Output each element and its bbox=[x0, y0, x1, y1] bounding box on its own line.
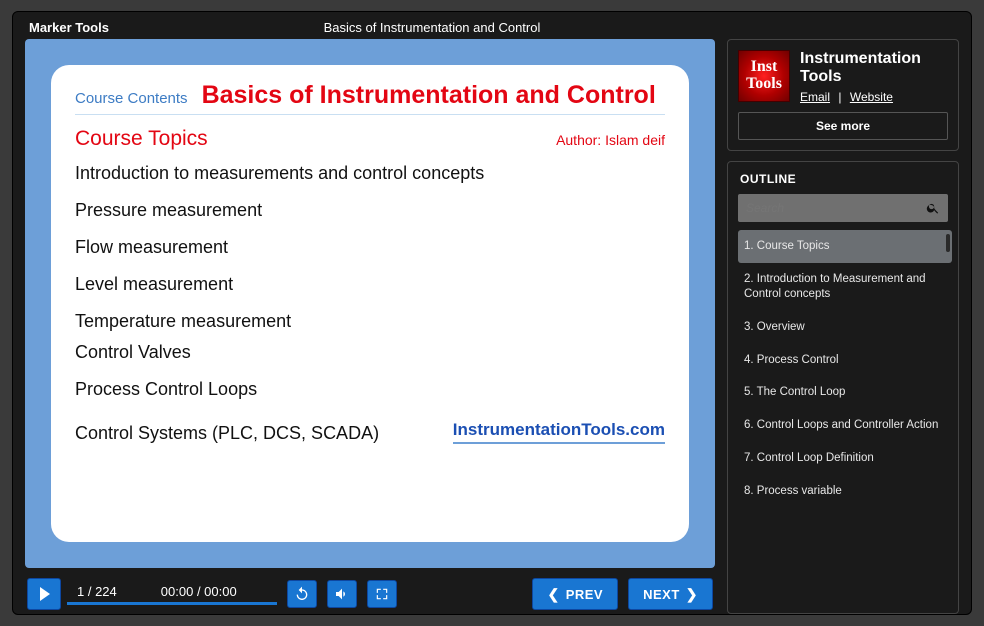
slide-card: Course Contents Basics of Instrumentatio… bbox=[51, 65, 689, 542]
topic-list: Introduction to measurements and control… bbox=[75, 163, 665, 444]
outline-title: OUTLINE bbox=[728, 162, 958, 194]
outline-item[interactable]: 2. Introduction to Measurement and Contr… bbox=[738, 263, 952, 311]
brand-logo: Inst Tools bbox=[738, 50, 790, 102]
marker-tools-label: Marker Tools bbox=[29, 20, 109, 35]
play-icon bbox=[40, 587, 50, 601]
volume-button[interactable] bbox=[327, 580, 357, 608]
topic-bottom-row: Control Systems (PLC, DCS, SCADA) Instru… bbox=[75, 420, 665, 444]
brand-links: Email | Website bbox=[800, 90, 948, 104]
see-more-button[interactable]: See more bbox=[738, 112, 948, 140]
info-box: Inst Tools Instrumentation Tools Email |… bbox=[727, 39, 959, 151]
top-bar: Marker Tools Basics of Instrumentation a… bbox=[13, 12, 971, 39]
brand-title: Instrumentation Tools bbox=[800, 50, 948, 87]
slide-header: Course Contents Basics of Instrumentatio… bbox=[75, 81, 665, 110]
player-frame: Marker Tools Basics of Instrumentation a… bbox=[12, 11, 972, 615]
volume-icon bbox=[334, 586, 350, 602]
topic-item: Process Control Loops bbox=[75, 379, 665, 400]
sidebar: Inst Tools Instrumentation Tools Email |… bbox=[727, 39, 959, 614]
course-topics-heading: Course Topics bbox=[75, 127, 208, 151]
next-label: NEXT bbox=[643, 587, 680, 602]
scroll-indicator bbox=[946, 234, 950, 252]
content-row: Course Contents Basics of Instrumentatio… bbox=[13, 39, 971, 614]
website-link-side[interactable]: Website bbox=[850, 90, 893, 104]
author-label: Author: Islam deif bbox=[556, 132, 665, 148]
info-top: Inst Tools Instrumentation Tools Email |… bbox=[738, 50, 948, 104]
outline-item[interactable]: 6. Control Loops and Controller Action bbox=[738, 409, 952, 442]
outline-item[interactable]: 7. Control Loop Definition bbox=[738, 442, 952, 475]
brand-col: Instrumentation Tools Email | Website bbox=[800, 50, 948, 104]
replay-button[interactable] bbox=[287, 580, 317, 608]
outline-box: OUTLINE 1. Course Topics 2. Introduction… bbox=[727, 161, 959, 614]
fullscreen-button[interactable] bbox=[367, 580, 397, 608]
fullscreen-icon bbox=[375, 587, 389, 601]
topic-item: Control Systems (PLC, DCS, SCADA) bbox=[75, 423, 379, 444]
course-contents-label: Course Contents bbox=[75, 90, 188, 107]
outline-item[interactable]: 5. The Control Loop bbox=[738, 376, 952, 409]
divider bbox=[75, 114, 665, 115]
topic-item: Introduction to measurements and control… bbox=[75, 163, 665, 184]
outline-list: 1. Course Topics 2. Introduction to Meas… bbox=[728, 230, 958, 613]
replay-icon bbox=[294, 586, 310, 602]
website-link[interactable]: InstrumentationTools.com bbox=[453, 420, 665, 444]
prev-button[interactable]: ❮ PREV bbox=[532, 578, 618, 610]
play-button[interactable] bbox=[27, 578, 61, 610]
controls-bar: 1 / 224 00:00 / 00:00 bbox=[25, 568, 715, 614]
topic-item: Level measurement bbox=[75, 274, 665, 295]
outline-item[interactable]: 3. Overview bbox=[738, 311, 952, 344]
outline-item[interactable]: 8. Process variable bbox=[738, 475, 952, 508]
topic-item: Temperature measurement bbox=[75, 311, 665, 332]
outline-item[interactable]: 4. Process Control bbox=[738, 344, 952, 377]
topic-item: Flow measurement bbox=[75, 237, 665, 258]
next-button[interactable]: NEXT ❯ bbox=[628, 578, 713, 610]
progress-bar[interactable] bbox=[67, 602, 277, 605]
link-separator: | bbox=[838, 90, 841, 104]
time-display: 00:00 / 00:00 bbox=[131, 584, 237, 599]
prev-label: PREV bbox=[566, 587, 603, 602]
chevron-right-icon: ❯ bbox=[686, 586, 698, 603]
slide-area: Course Contents Basics of Instrumentatio… bbox=[25, 39, 715, 568]
outline-item[interactable]: 1. Course Topics bbox=[738, 230, 952, 263]
topic-item: Control Valves bbox=[75, 342, 665, 363]
search-icon[interactable] bbox=[926, 201, 940, 215]
presentation-title: Basics of Instrumentation and Control bbox=[109, 20, 955, 35]
email-link[interactable]: Email bbox=[800, 90, 830, 104]
topics-header-row: Course Topics Author: Islam deif bbox=[75, 127, 665, 151]
page-counter: 1 / 224 bbox=[71, 584, 123, 599]
counter-wrap: 1 / 224 00:00 / 00:00 bbox=[71, 584, 277, 605]
topic-item: Pressure measurement bbox=[75, 200, 665, 221]
slide-title: Basics of Instrumentation and Control bbox=[202, 81, 656, 110]
search-wrap bbox=[738, 194, 948, 222]
slide-column: Course Contents Basics of Instrumentatio… bbox=[25, 39, 715, 614]
chevron-left-icon: ❮ bbox=[547, 586, 559, 603]
search-input[interactable] bbox=[746, 201, 926, 215]
